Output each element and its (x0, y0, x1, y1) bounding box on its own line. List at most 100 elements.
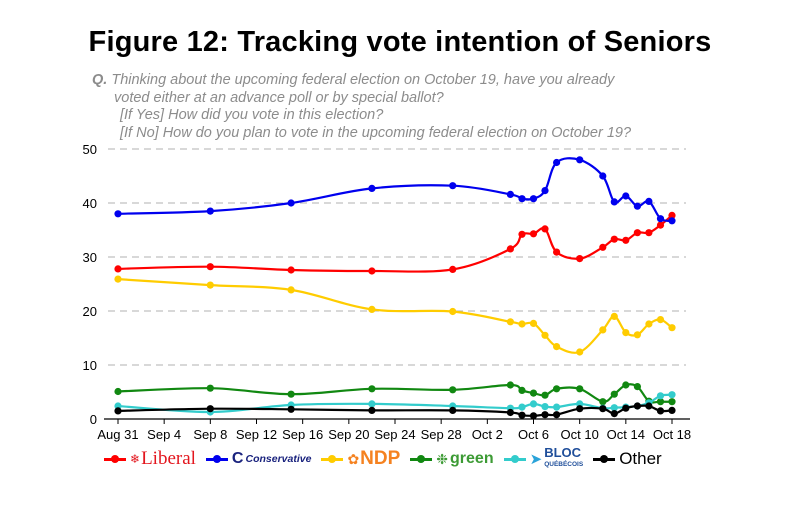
data-point-other (622, 404, 630, 412)
data-point-conservative (610, 198, 618, 206)
y-tick-label-50: 50 (83, 142, 97, 157)
data-point-conservative (529, 195, 538, 203)
data-point-other (449, 406, 457, 414)
data-point-liberal (506, 245, 514, 253)
data-point-other (518, 411, 526, 419)
data-point-green (633, 383, 642, 391)
data-point-other (599, 405, 607, 413)
series-line-other (117, 404, 673, 417)
data-point-ndp (622, 329, 630, 337)
legend-label-conservative: Conservative (245, 453, 312, 465)
data-point-other (668, 406, 676, 414)
data-point-conservative (506, 190, 514, 198)
data-point-bloc-qu-b-cois (668, 391, 676, 399)
conservative-logo-icon: C (231, 450, 244, 467)
data-point-conservative (576, 156, 584, 164)
bloc-label-sub: QUÉBÉCOIS (544, 461, 584, 468)
data-point-bloc-qu-b-cois (541, 403, 549, 411)
legend-item-ndp: ✿ NDP (321, 448, 400, 470)
data-point-other (287, 405, 295, 413)
data-point-liberal (541, 225, 549, 233)
data-point-other (541, 411, 549, 419)
y-tick-label-30: 30 (83, 250, 97, 265)
x-tick-label: Oct 10 (561, 427, 599, 442)
data-point-green (541, 391, 549, 399)
data-point-green (599, 398, 607, 406)
data-point-conservative (656, 215, 665, 223)
chart-title: Figure 12: Tracking vote intention of Se… (88, 26, 712, 58)
data-point-green (506, 381, 514, 389)
data-point-liberal (553, 248, 561, 256)
data-point-green (114, 387, 122, 396)
data-point-conservative (541, 187, 549, 195)
data-point-green (529, 389, 538, 397)
legend-label-other: Other (619, 449, 662, 468)
legend-item-conservative: C Conservative (205, 450, 312, 468)
data-point-conservative (518, 195, 526, 203)
data-point-liberal (287, 266, 295, 274)
green-logo-icon: ❉ (436, 450, 449, 467)
data-point-ndp (656, 316, 665, 324)
data-point-ndp (114, 275, 122, 283)
question-line-3: [If Yes] How did you vote in this electi… (120, 107, 384, 123)
data-point-ndp (668, 324, 676, 332)
question-line-2: voted either at an advance poll or by sp… (114, 89, 444, 106)
question-line-4: [If No] How do you plan to vote in the u… (120, 124, 632, 141)
data-point-ndp (449, 307, 457, 316)
maple-leaf-icon: ❄ (130, 452, 141, 466)
y-tick-label-20: 20 (83, 304, 97, 319)
legend: ❄ Liberal C Conservative ✿ NDP ❉ green ➤… (104, 446, 672, 472)
data-point-bloc-qu-b-cois (529, 400, 538, 408)
bloc-logo-icon: ➤ (529, 451, 543, 468)
data-point-liberal (622, 236, 630, 244)
data-point-conservative (368, 184, 376, 192)
series-ndp (114, 275, 676, 356)
data-point-green (622, 381, 630, 389)
legend-label-bloc: BLOC QUÉBÉCOIS (544, 446, 584, 471)
data-point-ndp (610, 312, 618, 320)
data-point-ndp (518, 320, 526, 328)
data-point-conservative (633, 202, 642, 210)
data-point-conservative (645, 197, 653, 205)
x-tick-label: Sep 16 (282, 427, 323, 442)
data-point-bloc-qu-b-cois (656, 392, 665, 400)
data-point-ndp (633, 331, 642, 339)
question-line-1: Q. Thinking about the upcoming federal e… (92, 72, 772, 90)
x-tick-label: Sep 4 (147, 427, 181, 442)
legend-label-liberal: Liberal (141, 448, 196, 469)
data-point-other (656, 407, 665, 415)
data-point-liberal (368, 267, 376, 275)
legend-swatch-conservative (205, 455, 228, 463)
legend-label-ndp: NDP (360, 448, 401, 469)
y-axis-ticks: 0 10 20 30 40 50 (83, 142, 97, 427)
x-tick-label: Sep 12 (236, 427, 277, 442)
data-point-other (645, 402, 653, 410)
data-point-green (610, 390, 618, 398)
data-point-other (576, 405, 584, 413)
x-tick-label: Sep 8 (193, 427, 227, 442)
series-group (114, 156, 676, 420)
data-point-ndp (576, 348, 584, 356)
x-tick-label: Sep 24 (374, 427, 415, 442)
data-point-liberal (576, 255, 584, 263)
data-point-conservative (599, 172, 607, 180)
question-label: Q. (92, 72, 108, 88)
x-tick-label: Oct 18 (653, 427, 691, 442)
data-point-green (668, 398, 676, 406)
data-point-conservative (553, 158, 561, 167)
series-conservative (114, 156, 676, 225)
series-line-ndp (117, 278, 673, 354)
series-green (114, 381, 676, 406)
data-point-ndp (599, 326, 607, 334)
data-point-bloc-qu-b-cois (553, 403, 561, 411)
legend-item-green: ❉ green (410, 450, 494, 468)
x-tick-label: Aug 31 (97, 427, 138, 442)
data-point-conservative (668, 217, 676, 225)
data-point-green (656, 398, 665, 406)
legend-item-bloc: ➤ BLOC QUÉBÉCOIS (503, 446, 584, 471)
data-point-liberal (206, 263, 214, 271)
data-point-liberal (668, 211, 676, 219)
data-point-liberal (656, 221, 665, 229)
data-point-ndp (287, 286, 295, 294)
